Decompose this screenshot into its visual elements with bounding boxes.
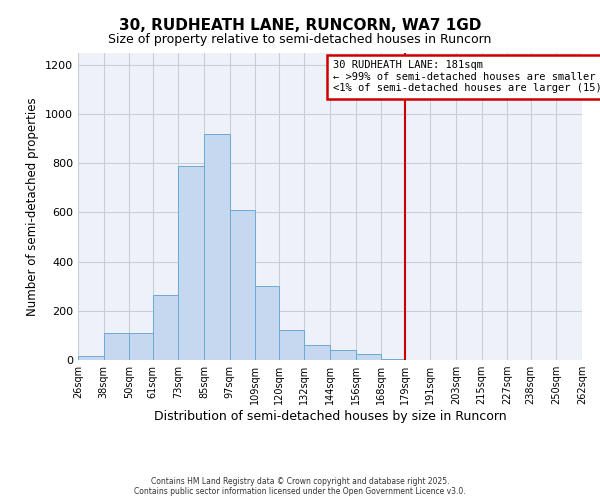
Text: 30 RUDHEATH LANE: 181sqm
← >99% of semi-detached houses are smaller (3,240)
<1% : 30 RUDHEATH LANE: 181sqm ← >99% of semi-… <box>332 60 600 94</box>
Bar <box>255 286 279 360</box>
Bar <box>129 333 153 360</box>
Bar <box>204 134 230 360</box>
X-axis label: Distribution of semi-detached houses by size in Runcorn: Distribution of semi-detached houses by … <box>154 410 506 423</box>
Y-axis label: Number of semi-detached properties: Number of semi-detached properties <box>26 97 40 316</box>
Bar <box>153 295 178 360</box>
Bar <box>178 166 204 360</box>
Bar <box>230 210 255 360</box>
Bar <box>381 359 405 360</box>
Text: Size of property relative to semi-detached houses in Runcorn: Size of property relative to semi-detach… <box>109 32 491 46</box>
Bar <box>330 350 356 360</box>
Text: Contains HM Land Registry data © Crown copyright and database right 2025.
Contai: Contains HM Land Registry data © Crown c… <box>134 476 466 496</box>
Bar <box>304 345 330 360</box>
Text: 30, RUDHEATH LANE, RUNCORN, WA7 1GD: 30, RUDHEATH LANE, RUNCORN, WA7 1GD <box>119 18 481 32</box>
Bar <box>78 356 104 360</box>
Bar <box>279 330 304 360</box>
Bar <box>104 333 129 360</box>
Bar <box>356 354 381 360</box>
